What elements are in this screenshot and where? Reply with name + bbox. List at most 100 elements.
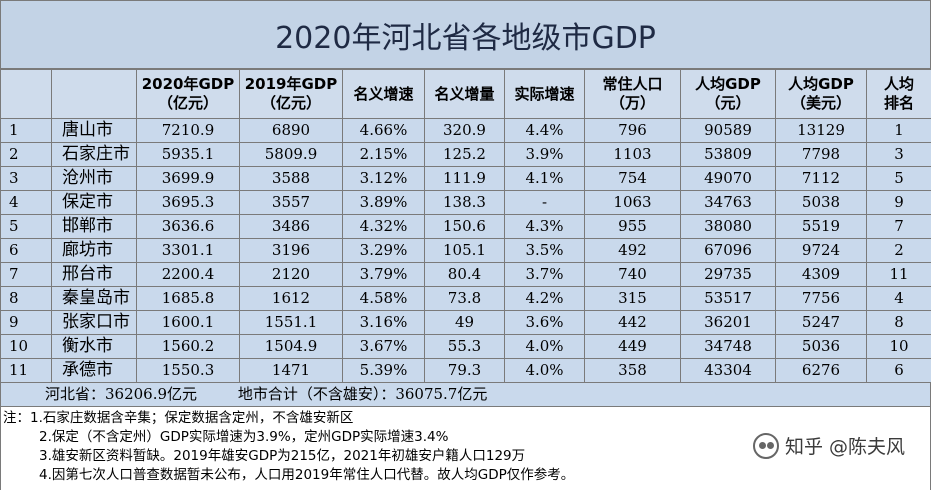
city-name: 邯郸市 — [52, 215, 137, 239]
table-cell: 3.5% — [505, 239, 585, 263]
table-cell: 740 — [585, 263, 681, 287]
table-cell: 6 — [867, 359, 931, 383]
table-cell: 1471 — [240, 359, 343, 383]
table-cell: 3.6% — [505, 311, 585, 335]
table-cell: 3636.6 — [137, 215, 240, 239]
table-cell: 3.29% — [343, 239, 425, 263]
watermark: 知乎 @陈夫风 — [753, 432, 905, 459]
column-header-line2: （亿元） — [240, 94, 342, 113]
city-name: 沧州市 — [52, 167, 137, 191]
table-cell: 1550.3 — [137, 359, 240, 383]
table-cell: 4.3% — [505, 215, 585, 239]
row-index: 3 — [1, 167, 52, 191]
city-name: 唐山市 — [52, 119, 137, 143]
column-header: 人均GDP（美元） — [776, 70, 867, 119]
column-header: 名义增量 — [425, 70, 505, 119]
city-name: 衡水市 — [52, 335, 137, 359]
table-cell: 5935.1 — [137, 143, 240, 167]
row-index: 8 — [1, 287, 52, 311]
table-cell: 55.3 — [425, 335, 505, 359]
column-header-line1: 名义增速 — [343, 85, 424, 104]
table-cell: 796 — [585, 119, 681, 143]
table-cell: 5247 — [776, 311, 867, 335]
column-header: 常住人口（万） — [585, 70, 681, 119]
table-cell: 34763 — [681, 191, 776, 215]
table-cell: 6890 — [240, 119, 343, 143]
table-cell: 10 — [867, 335, 931, 359]
table-cell: 4.1% — [505, 167, 585, 191]
column-header: 2019年GDP（亿元） — [240, 70, 343, 119]
table-cell: 4.0% — [505, 335, 585, 359]
table-cell: 1600.1 — [137, 311, 240, 335]
table-cell: 125.2 — [425, 143, 505, 167]
table-cell: 90589 — [681, 119, 776, 143]
note-1: 注：1.石家庄数据含辛集；保定数据含定州，不含雄安新区 — [1, 409, 930, 428]
column-header — [52, 70, 137, 119]
table-cell: 4.66% — [343, 119, 425, 143]
row-index: 7 — [1, 263, 52, 287]
table-cell: 955 — [585, 215, 681, 239]
column-header: 名义增速 — [343, 70, 425, 119]
table-cell: 7 — [867, 215, 931, 239]
city-name: 承德市 — [52, 359, 137, 383]
table-cell: 4 — [867, 287, 931, 311]
table-cell: 11 — [867, 263, 931, 287]
total-row: 河北省：36206.9亿元 地市合计（不含雄安）：36075.7亿元 — [0, 383, 931, 407]
row-index: 4 — [1, 191, 52, 215]
column-header-line2: 排名 — [867, 94, 931, 113]
table-cell: 9724 — [776, 239, 867, 263]
table-cell: 5519 — [776, 215, 867, 239]
table-cell: - — [505, 191, 585, 215]
table-cell: 3557 — [240, 191, 343, 215]
column-header-line1: 实际增速 — [505, 85, 584, 104]
watermark-text: 知乎 @陈夫风 — [785, 432, 905, 459]
table-cell: 5036 — [776, 335, 867, 359]
table-cell: 7112 — [776, 167, 867, 191]
column-header-line1: 人均GDP — [776, 75, 866, 94]
column-header: 人均GDP（元） — [681, 70, 776, 119]
row-index: 2 — [1, 143, 52, 167]
table-cell: 150.6 — [425, 215, 505, 239]
column-header-line1: 名义增量 — [425, 85, 504, 104]
table-cell: 53517 — [681, 287, 776, 311]
table-cell: 7798 — [776, 143, 867, 167]
column-header: 2020年GDP（亿元） — [137, 70, 240, 119]
column-header: 实际增速 — [505, 70, 585, 119]
city-name: 邢台市 — [52, 263, 137, 287]
table-cell: 3699.9 — [137, 167, 240, 191]
row-index: 5 — [1, 215, 52, 239]
table-cell: 111.9 — [425, 167, 505, 191]
table-cell: 105.1 — [425, 239, 505, 263]
table-cell: 3695.3 — [137, 191, 240, 215]
table-cell: 7756 — [776, 287, 867, 311]
table-cell: 13129 — [776, 119, 867, 143]
table-cell: 1612 — [240, 287, 343, 311]
table-cell: 3.16% — [343, 311, 425, 335]
row-index: 9 — [1, 311, 52, 335]
table-cell: 6276 — [776, 359, 867, 383]
table-cell: 1103 — [585, 143, 681, 167]
table-cell: 49 — [425, 311, 505, 335]
row-index: 10 — [1, 335, 52, 359]
table-cell: 4.4% — [505, 119, 585, 143]
column-header-line2: （元） — [681, 94, 775, 113]
column-header-line1: 人均 — [867, 75, 931, 94]
table-title: 2020年河北省各地级市GDP — [0, 0, 931, 69]
table-cell: 2 — [867, 239, 931, 263]
table-cell: 3.89% — [343, 191, 425, 215]
note-4: 4.因第七次人口普查数据暂未公布，人口用2019年常住人口代替。故人均GDP仅作… — [1, 466, 930, 485]
table-cell: 358 — [585, 359, 681, 383]
row-index: 11 — [1, 359, 52, 383]
table-cell: 320.9 — [425, 119, 505, 143]
city-name: 张家口市 — [52, 311, 137, 335]
table-cell: 1685.8 — [137, 287, 240, 311]
table-cell: 1560.2 — [137, 335, 240, 359]
table-cell: 4309 — [776, 263, 867, 287]
table-cell: 7210.9 — [137, 119, 240, 143]
